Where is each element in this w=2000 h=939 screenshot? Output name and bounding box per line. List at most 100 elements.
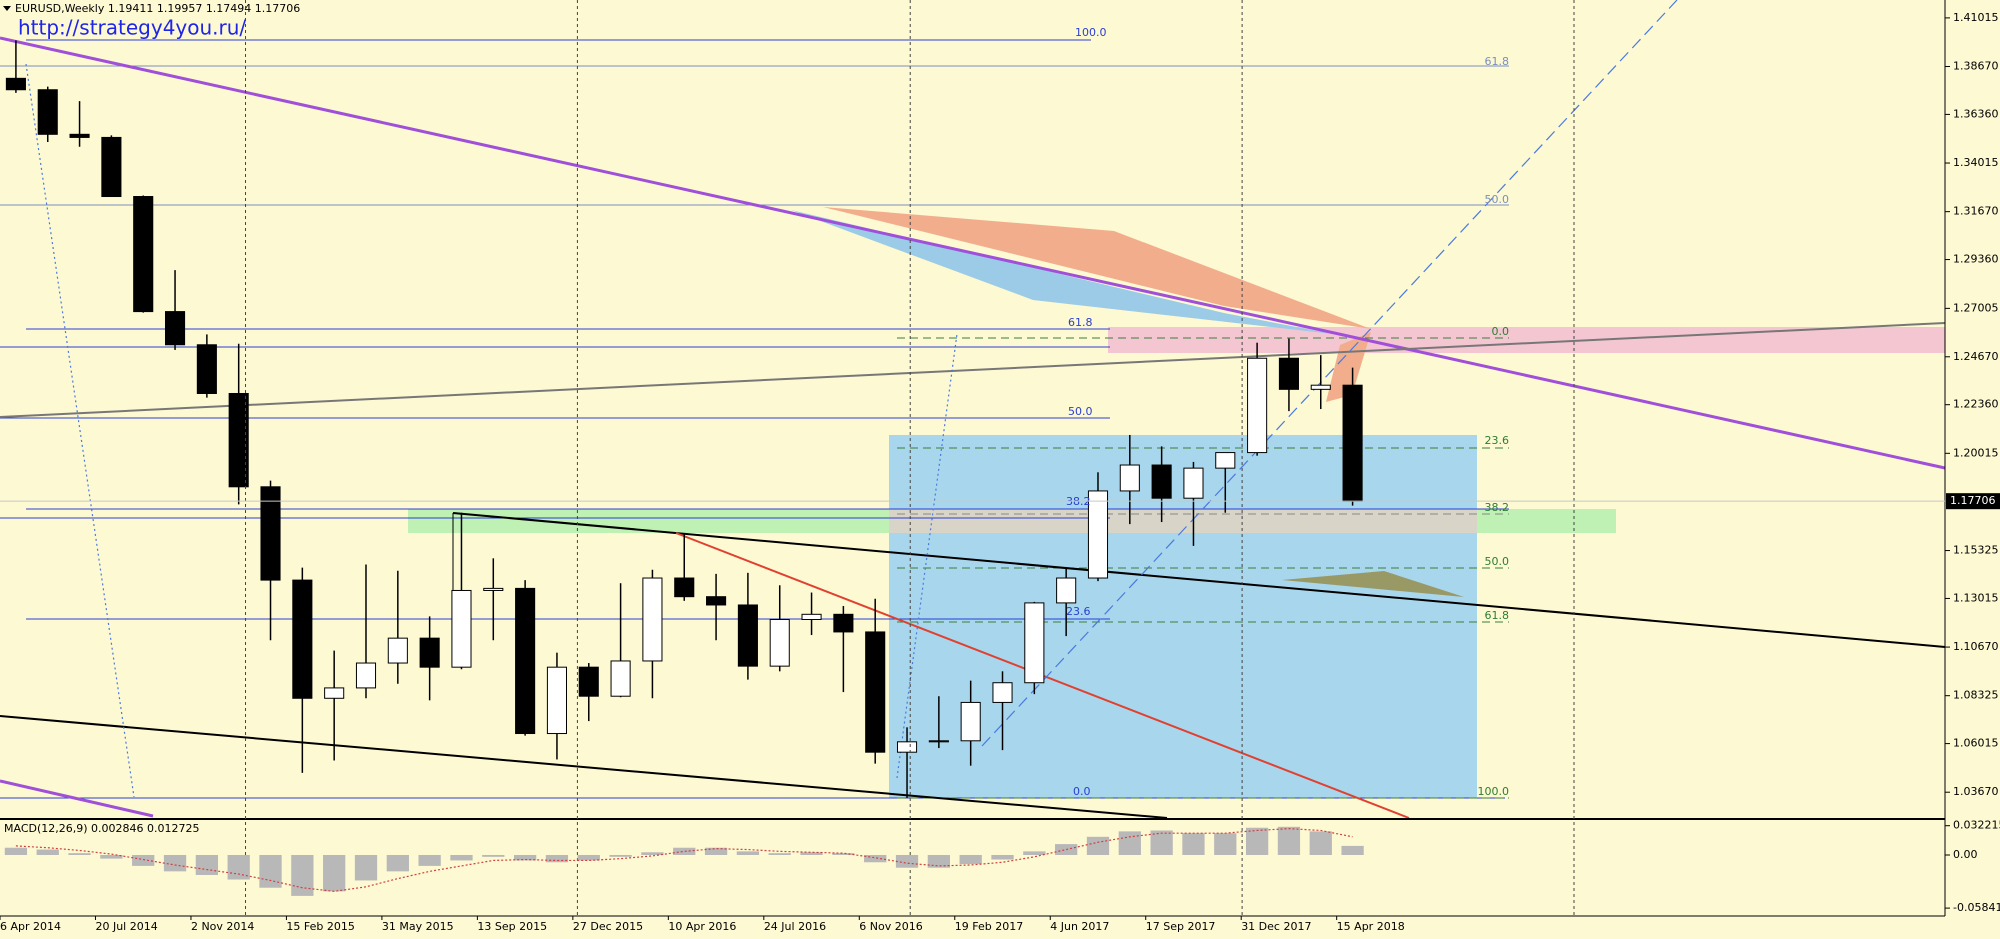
fib-label: 100.0	[1478, 785, 1510, 798]
macd-bar	[1086, 836, 1110, 855]
candle-body	[1215, 452, 1236, 469]
y-tick-label: 1.03670	[1953, 785, 1999, 798]
fib-lines	[897, 337, 1509, 799]
macd-bar	[291, 855, 314, 896]
candle-body	[355, 662, 377, 689]
candle-body	[483, 587, 504, 591]
candle-body	[737, 604, 758, 667]
macd-bar	[927, 855, 950, 868]
candle-body	[5, 77, 26, 91]
fib-label: 23.6	[1066, 605, 1091, 618]
candle-body	[1024, 602, 1045, 684]
x-tick-label: 15 Apr 2018	[1337, 920, 1405, 933]
macd-bar	[609, 855, 632, 857]
candle-body	[515, 587, 536, 735]
macd-bar	[68, 853, 91, 855]
macd-bar	[1150, 830, 1173, 855]
y-tick-label: 1.41015	[1953, 11, 1999, 24]
macd-bar	[577, 855, 600, 861]
y-tick-label: 1.13015	[1953, 591, 1999, 604]
candle-body	[69, 133, 90, 138]
zone-overlap	[889, 509, 1477, 533]
trend-line	[452, 512, 1946, 648]
fib-lines	[0, 39, 1509, 799]
y-tick-label: 1.06015	[1953, 737, 1999, 750]
macd-bar	[768, 853, 791, 855]
macd-bar	[132, 855, 155, 866]
macd-bar	[673, 847, 696, 855]
y-tick-label: 0.032215	[1953, 819, 2000, 832]
macd-bar	[482, 855, 505, 857]
macd-bar	[1182, 833, 1205, 855]
candle-body	[1183, 467, 1204, 499]
macd-bar	[418, 855, 441, 866]
trend-line	[0, 779, 154, 818]
fan-shape	[823, 207, 1371, 329]
candle-body	[260, 486, 281, 581]
candle-body	[1310, 384, 1331, 390]
fan-shape	[1326, 332, 1371, 402]
candle-body	[546, 666, 567, 735]
x-tick-label: 20 Jul 2014	[95, 920, 157, 933]
macd-bar	[354, 855, 378, 881]
macd-bar	[323, 855, 346, 892]
candle-body	[706, 596, 727, 606]
candle-body	[833, 613, 854, 633]
macd-bar	[1118, 831, 1141, 855]
y-tick-label: 0.00	[1953, 848, 1978, 861]
candle-body	[769, 618, 790, 667]
y-tick-label: 1.29360	[1953, 253, 1999, 266]
macd-bar	[991, 855, 1014, 860]
fib-label: 61.8	[1485, 609, 1510, 622]
candle-body	[228, 392, 249, 488]
candle-body	[1119, 464, 1140, 492]
url-link[interactable]: http://strategy4you.ru/	[18, 16, 246, 40]
candle-body	[960, 701, 981, 742]
macd-bar	[895, 855, 919, 868]
candle-body	[292, 579, 313, 699]
macd-bar	[1214, 833, 1237, 855]
fib-label: 0.0	[1073, 785, 1091, 798]
candle-body	[164, 311, 186, 346]
fib-label: 0.0	[1492, 325, 1510, 338]
x-tick-label: 17 Sep 2017	[1146, 920, 1216, 933]
drawings	[0, 0, 1946, 819]
candle-body	[578, 666, 599, 697]
fib-label: 23.6	[1485, 434, 1510, 447]
x-tick-label: 31 May 2015	[382, 920, 454, 933]
candles	[5, 40, 1363, 798]
candle-body	[1247, 357, 1268, 454]
macd-bar	[545, 855, 569, 863]
y-tick-label: 1.34015	[1953, 156, 1999, 169]
candle-body	[419, 637, 440, 668]
candle-body	[451, 589, 472, 668]
macd-bar	[736, 851, 760, 855]
x-tick-label: 6 Apr 2014	[0, 920, 61, 933]
x-tick-label: 10 Apr 2016	[668, 920, 736, 933]
macd-bar	[163, 855, 187, 872]
candle-body	[928, 740, 949, 743]
price-box-label: 1.17706	[1950, 494, 1996, 507]
x-tick-label: 2 Nov 2014	[191, 920, 254, 933]
trend-line	[0, 715, 1168, 819]
candle-body	[37, 89, 58, 135]
chart-title: EURUSD,Weekly 1.19411 1.19957 1.17494 1.…	[15, 2, 300, 15]
macd-bar	[704, 847, 728, 855]
fib-label: 61.8	[1485, 55, 1510, 68]
candle-body	[1087, 490, 1109, 579]
candle-body	[324, 687, 345, 699]
candle-body	[642, 577, 663, 662]
range-box	[889, 435, 1477, 798]
macd-bar	[195, 855, 219, 875]
macd-bar	[641, 852, 664, 855]
macd-bar	[959, 855, 982, 865]
triangle-shape	[1282, 571, 1464, 597]
macd-bar	[259, 855, 282, 888]
x-tick-label: 31 Dec 2017	[1241, 920, 1311, 933]
x-tick-label: 27 Dec 2015	[573, 920, 643, 933]
fib-label: 50.0	[1485, 193, 1510, 206]
candle-body	[133, 196, 154, 313]
y-tick-label: 1.36360	[1953, 107, 1999, 120]
candle-body	[801, 613, 822, 620]
